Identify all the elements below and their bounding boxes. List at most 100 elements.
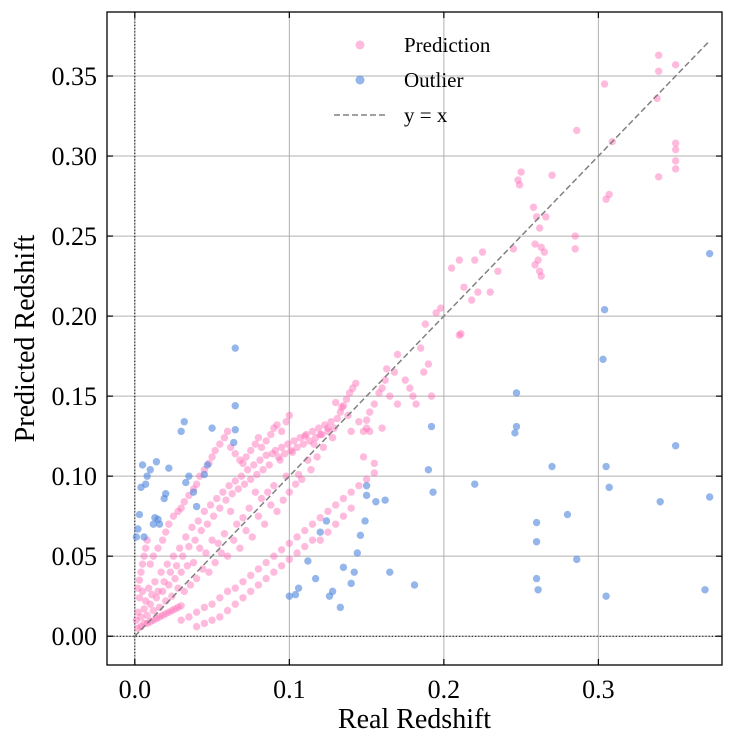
point-prediction <box>251 440 260 448</box>
point-prediction <box>211 446 219 455</box>
point-outlier <box>146 466 154 474</box>
point-prediction <box>467 296 476 304</box>
point-prediction <box>270 552 278 560</box>
point-prediction <box>179 552 187 560</box>
point-prediction <box>160 578 168 586</box>
point-prediction <box>194 517 202 525</box>
point-prediction <box>254 434 263 442</box>
point-prediction <box>284 440 292 448</box>
point-prediction <box>359 453 368 461</box>
point-prediction <box>654 67 663 75</box>
point-prediction <box>393 400 402 408</box>
point-outlier <box>177 427 185 436</box>
point-prediction <box>231 600 239 608</box>
point-outlier <box>200 470 209 479</box>
point-prediction <box>293 443 301 452</box>
point-prediction <box>540 248 548 256</box>
point-prediction <box>180 587 188 596</box>
point-prediction <box>165 520 173 528</box>
point-prediction <box>447 264 456 272</box>
point-prediction <box>316 536 324 544</box>
point-prediction <box>236 456 244 464</box>
point-prediction <box>239 594 247 602</box>
point-prediction <box>331 501 340 509</box>
point-prediction <box>285 488 294 496</box>
point-prediction <box>228 490 236 498</box>
point-prediction <box>259 466 267 474</box>
identity-line <box>134 40 711 637</box>
point-prediction <box>310 440 318 448</box>
point-prediction <box>253 470 261 479</box>
point-prediction <box>163 560 171 568</box>
point-outlier <box>151 514 159 522</box>
point-prediction <box>223 552 232 560</box>
reference-lines <box>107 12 722 665</box>
point-prediction <box>352 379 360 388</box>
point-prediction <box>274 453 283 461</box>
point-prediction <box>216 440 224 448</box>
point-prediction <box>248 533 256 541</box>
y-tick-label: 0.35 <box>52 62 98 91</box>
point-prediction <box>265 461 273 469</box>
legend-label-identity-line: y = x <box>404 103 448 127</box>
point-prediction <box>132 616 141 624</box>
point-prediction <box>174 603 182 612</box>
point-prediction <box>347 504 355 512</box>
point-prediction <box>166 568 175 576</box>
point-prediction <box>171 605 179 613</box>
point-prediction <box>393 350 402 359</box>
point-prediction <box>231 477 239 485</box>
point-prediction <box>186 581 195 589</box>
point-prediction <box>515 181 524 189</box>
point-prediction <box>262 574 270 583</box>
point-prediction <box>208 616 216 624</box>
point-prediction <box>386 392 394 400</box>
point-outlier <box>336 603 345 612</box>
point-prediction <box>296 434 304 442</box>
point-prediction <box>314 424 323 432</box>
point-prediction <box>342 395 351 404</box>
point-prediction <box>297 475 306 484</box>
point-prediction <box>333 414 341 423</box>
y-tick-label: 0.25 <box>52 222 98 251</box>
point-prediction <box>355 482 363 490</box>
point-outlier <box>291 590 300 599</box>
legend-marker-outlier <box>355 75 365 85</box>
point-prediction <box>316 514 324 522</box>
point-prediction <box>234 485 243 493</box>
point-prediction <box>348 384 357 392</box>
point-prediction <box>230 536 238 544</box>
point-prediction <box>282 418 290 426</box>
point-prediction <box>347 427 355 436</box>
point-outlier <box>600 305 609 314</box>
series-line-y-equals-x <box>134 40 711 637</box>
point-prediction <box>671 61 680 69</box>
point-prediction <box>200 603 209 612</box>
point-prediction <box>311 434 320 442</box>
point-prediction <box>192 608 201 616</box>
point-prediction <box>548 171 556 179</box>
point-prediction <box>276 456 284 464</box>
point-prediction <box>191 536 199 544</box>
point-prediction <box>316 430 324 439</box>
x-tick-label: 0.0 <box>119 675 152 704</box>
point-prediction <box>141 597 150 605</box>
point-outlier <box>304 557 312 565</box>
point-prediction <box>654 51 663 59</box>
point-prediction <box>671 139 680 147</box>
point-prediction <box>196 544 204 552</box>
point-outlier <box>353 549 362 557</box>
point-prediction <box>169 512 178 520</box>
point-prediction <box>154 587 162 596</box>
point-prediction <box>209 512 218 520</box>
point-prediction <box>339 494 348 503</box>
point-prediction <box>192 622 201 631</box>
point-outlier <box>532 518 541 527</box>
point-outlier <box>180 418 188 426</box>
point-prediction <box>250 461 258 469</box>
point-prediction <box>514 176 522 184</box>
point-prediction <box>318 430 326 439</box>
point-prediction <box>293 533 301 541</box>
plot-frame <box>106 11 723 666</box>
point-prediction <box>177 602 185 610</box>
